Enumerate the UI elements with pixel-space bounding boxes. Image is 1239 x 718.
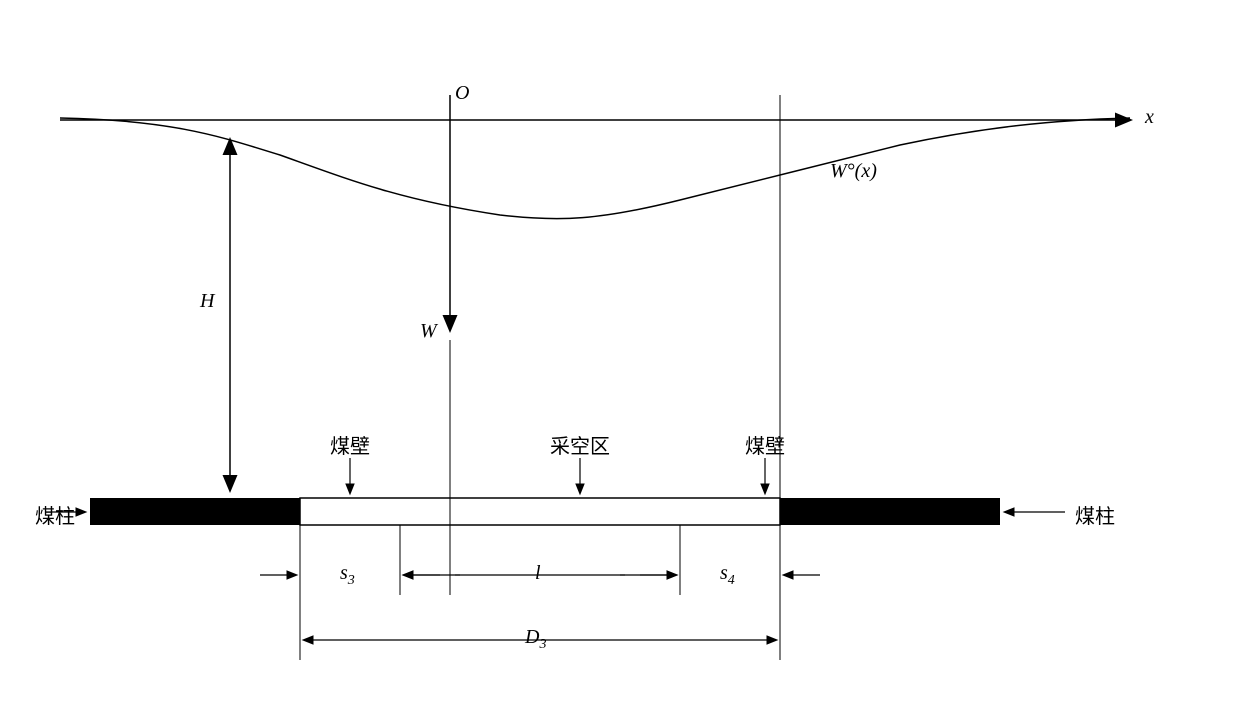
- l-label: l: [535, 562, 541, 585]
- curve-label: W°(x): [830, 160, 877, 183]
- left-pillar-label: 煤柱: [35, 500, 75, 529]
- d3-label: D3: [525, 626, 546, 653]
- gob-label: 采空区: [550, 430, 610, 459]
- diagram-container: x O W W°(x) H 煤壁 采空区 煤壁 煤柱 煤柱 s3 l s4 D3: [0, 0, 1239, 713]
- right-wall-label: 煤壁: [745, 430, 785, 459]
- origin-label: O: [455, 82, 469, 105]
- depth-label: H: [200, 290, 214, 313]
- right-coal-pillar: [780, 498, 1000, 525]
- x-axis-label: x: [1145, 106, 1154, 129]
- s3-label: s3: [340, 562, 355, 589]
- w-axis-label: W: [420, 320, 437, 343]
- diagram-svg: [0, 0, 1239, 713]
- subsidence-curve: [60, 118, 1130, 219]
- right-pillar-label: 煤柱: [1075, 500, 1115, 529]
- left-coal-pillar: [90, 498, 300, 525]
- gob-area: [300, 498, 780, 525]
- s4-label: s4: [720, 562, 735, 589]
- left-wall-label: 煤壁: [330, 430, 370, 459]
